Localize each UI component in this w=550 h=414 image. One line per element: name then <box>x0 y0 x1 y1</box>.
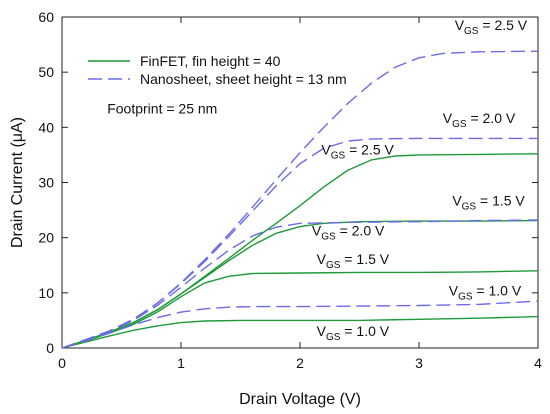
footprint-annotation: Footprint = 25 nm <box>107 101 217 117</box>
curve-label: VGS = 2.5 V <box>455 17 528 37</box>
curve-label-subscript: GS <box>458 292 473 303</box>
series-finfet-vgs-10 <box>61 315 539 349</box>
curve-label-subscript: GS <box>326 260 341 271</box>
x-tick-label: 2 <box>296 355 304 371</box>
curve-label: VGS = 1.0 V <box>317 323 390 343</box>
curve-label-prefix: V <box>317 251 327 267</box>
curve-label-value: = 1.0 V <box>340 323 389 339</box>
y-tick-label: 10 <box>38 285 54 301</box>
curve-label: VGS = 1.5 V <box>452 193 525 213</box>
curve-label-prefix: V <box>321 141 331 157</box>
curve-label: VGS = 2.0 V <box>312 222 385 242</box>
curve-label: VGS = 2.5 V <box>321 141 394 161</box>
y-tick-label: 40 <box>38 119 54 135</box>
curve-label-subscript: GS <box>464 26 479 37</box>
x-tick-label: 0 <box>58 355 66 371</box>
curve-label-prefix: V <box>455 17 465 33</box>
series-finfet-vgs-20 <box>61 219 539 349</box>
curve-label-subscript: GS <box>321 231 336 242</box>
x-axis-label: Drain Voltage (V) <box>239 391 361 408</box>
curve-label-subscript: GS <box>331 150 346 161</box>
y-tick-label: 0 <box>46 340 54 356</box>
curve-label-value: = 1.5 V <box>340 251 389 267</box>
curve-label-prefix: V <box>452 193 462 209</box>
y-tick-label: 50 <box>38 64 54 80</box>
curve-label-prefix: V <box>449 283 459 299</box>
curve-label-value: = 2.0 V <box>336 222 385 238</box>
y-axis-label: Drain Current (μA) <box>9 117 26 248</box>
series-nanosheet-vgs-20 <box>61 137 538 349</box>
curve-label-prefix: V <box>312 222 322 238</box>
annotations: Footprint = 25 nm <box>107 101 217 117</box>
curve-label-value: = 2.5 V <box>345 141 394 157</box>
curve-label-value: = 2.0 V <box>467 110 516 126</box>
y-tick-label: 30 <box>38 175 54 191</box>
curve-label: VGS = 1.0 V <box>449 283 522 303</box>
curve-label-value: = 1.5 V <box>476 193 525 209</box>
x-tick-label: 1 <box>177 355 185 371</box>
series-nanosheet-vgs-25 <box>61 50 539 349</box>
curve-label-subscript: GS <box>462 202 477 213</box>
curve-label-value: = 2.5 V <box>478 17 527 33</box>
series-nanosheet-vgs-10 <box>61 300 539 349</box>
curve-label: VGS = 1.5 V <box>317 251 390 271</box>
series-layer <box>61 50 539 349</box>
x-tick-label: 4 <box>534 355 542 371</box>
curve-label-subscript: GS <box>452 119 467 130</box>
curve-label-prefix: V <box>443 110 453 126</box>
series-nanosheet-vgs-15 <box>61 219 539 349</box>
x-tick-label: 3 <box>415 355 423 371</box>
curve-label-value: = 1.0 V <box>473 283 522 299</box>
y-tick-label: 60 <box>38 9 54 25</box>
axis-ticks <box>61 16 539 349</box>
legend: FinFET, fin height = 40 Nanosheet, sheet … <box>88 53 347 87</box>
y-tick-label: 20 <box>38 230 54 246</box>
legend-label: FinFET, fin height = 40 <box>140 53 281 69</box>
curve-label-subscript: GS <box>326 332 341 343</box>
series-finfet-vgs-15 <box>61 270 539 349</box>
legend-label: Nanosheet, sheet height = 13 nm <box>140 71 347 87</box>
curve-label-prefix: V <box>317 323 327 339</box>
curve-label: VGS = 2.0 V <box>443 110 516 130</box>
